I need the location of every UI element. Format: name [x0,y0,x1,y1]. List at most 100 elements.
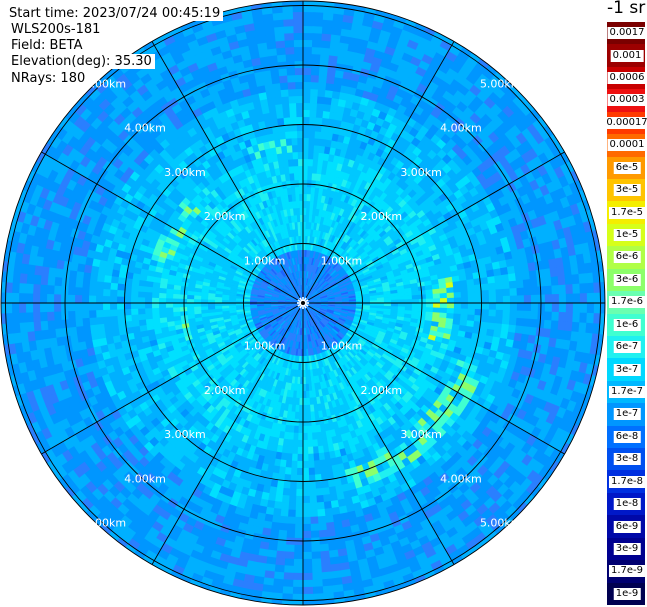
ppi-cell [415,43,429,55]
ppi-cell [305,294,311,300]
ppi-cell [306,425,313,434]
ppi-cell [338,284,346,289]
ppi-cell [395,178,406,188]
ppi-cell [318,291,326,296]
ppi-cell [309,116,317,125]
ppi-cell [294,523,303,532]
ppi-cell [495,309,504,318]
ppi-cell [412,72,424,84]
ppi-cell [311,173,317,181]
ppi-cell [330,220,337,228]
ppi-cell [578,273,587,285]
ppi-cell [460,46,473,57]
ppi-cell [315,222,321,231]
ppi-cell [404,19,417,27]
ppi-cell [369,267,378,274]
ppi-cell [379,59,392,70]
ppi-cell [507,100,520,114]
ppi-cell [277,529,288,538]
ppi-cell [393,204,403,213]
ppi-cell [303,88,312,97]
ppi-cell [310,243,314,251]
ppi-cell [550,134,560,146]
ppi-cell [321,26,333,35]
ppi-cell [293,537,303,546]
ppi-cell [350,231,358,240]
ppi-cell [467,303,476,310]
ppi-cell [302,565,313,574]
ppi-cell [516,287,525,297]
ppi-cell [351,278,359,284]
ppi-cell [490,74,504,88]
ppi-cell [316,259,321,267]
ppi-cell [311,572,323,581]
ppi-cell [355,271,364,277]
ppi-cell [453,55,467,68]
ppi-cell [324,273,331,281]
ppi-cell [325,288,333,293]
ppi-cell [370,169,379,179]
ppi-cell [309,279,314,287]
ppi-cell [400,252,410,259]
ppi-cell [432,307,441,313]
ppi-cell [311,565,322,574]
ppi-cell [317,245,322,253]
ppi-cell [335,214,342,223]
ppi-cell [505,88,519,102]
ppi-cell [341,273,349,279]
ppi-cell [342,274,350,281]
ppi-cell [352,233,360,242]
ppi-cell [341,209,349,218]
ppi-cell [321,480,329,489]
ppi-cell [341,251,349,259]
ppi-cell [312,32,323,41]
ppi-cell [308,287,314,294]
ppi-cell [330,259,336,267]
ppi-cell [385,270,394,277]
ppi-cell [312,258,316,266]
ppi-cell [303,46,313,55]
ppi-cell [390,156,400,167]
ppi-cell [502,105,515,119]
ppi-cell [331,27,343,36]
ppi-cell [328,278,335,285]
ppi-cell [309,288,315,295]
ppi-cell [366,99,377,109]
ppi-cell [305,214,310,223]
ppi-cell [348,259,357,267]
ppi-cell [315,284,322,291]
ppi-cell [319,543,330,552]
ppi-cell [368,33,381,44]
ppi-cell [304,292,307,300]
ppi-cells-layer [1,1,605,605]
ppi-cell [333,221,340,230]
ppi-cell [337,134,346,144]
ppi-cell [494,282,503,291]
ppi-cell [453,297,462,304]
ppi-cell [306,298,314,302]
ppi-cell [314,131,322,139]
ppi-cell [508,317,517,326]
ppi-cell [488,91,502,105]
ppi-cell [311,180,317,188]
ppi-cell [537,303,546,313]
ppi-cell [307,172,313,181]
ppi-cell [321,578,333,587]
ppi-cell [477,73,491,86]
ppi-cell [347,204,355,214]
ppi-cell [316,230,322,239]
ppi-cell [303,291,306,300]
ppi-cell [302,460,309,469]
ppi-cell [321,167,328,176]
ppi-cell [345,228,353,236]
ppi-cell [391,174,401,185]
ppi-cell [371,178,380,188]
ppi-cell [363,173,372,183]
ppi-cell [337,49,349,58]
ppi-cell [396,207,406,217]
ppi-cell [498,122,511,135]
ppi-cell [312,586,324,595]
ppi-cell [293,544,303,553]
ppi-cell [357,259,365,266]
